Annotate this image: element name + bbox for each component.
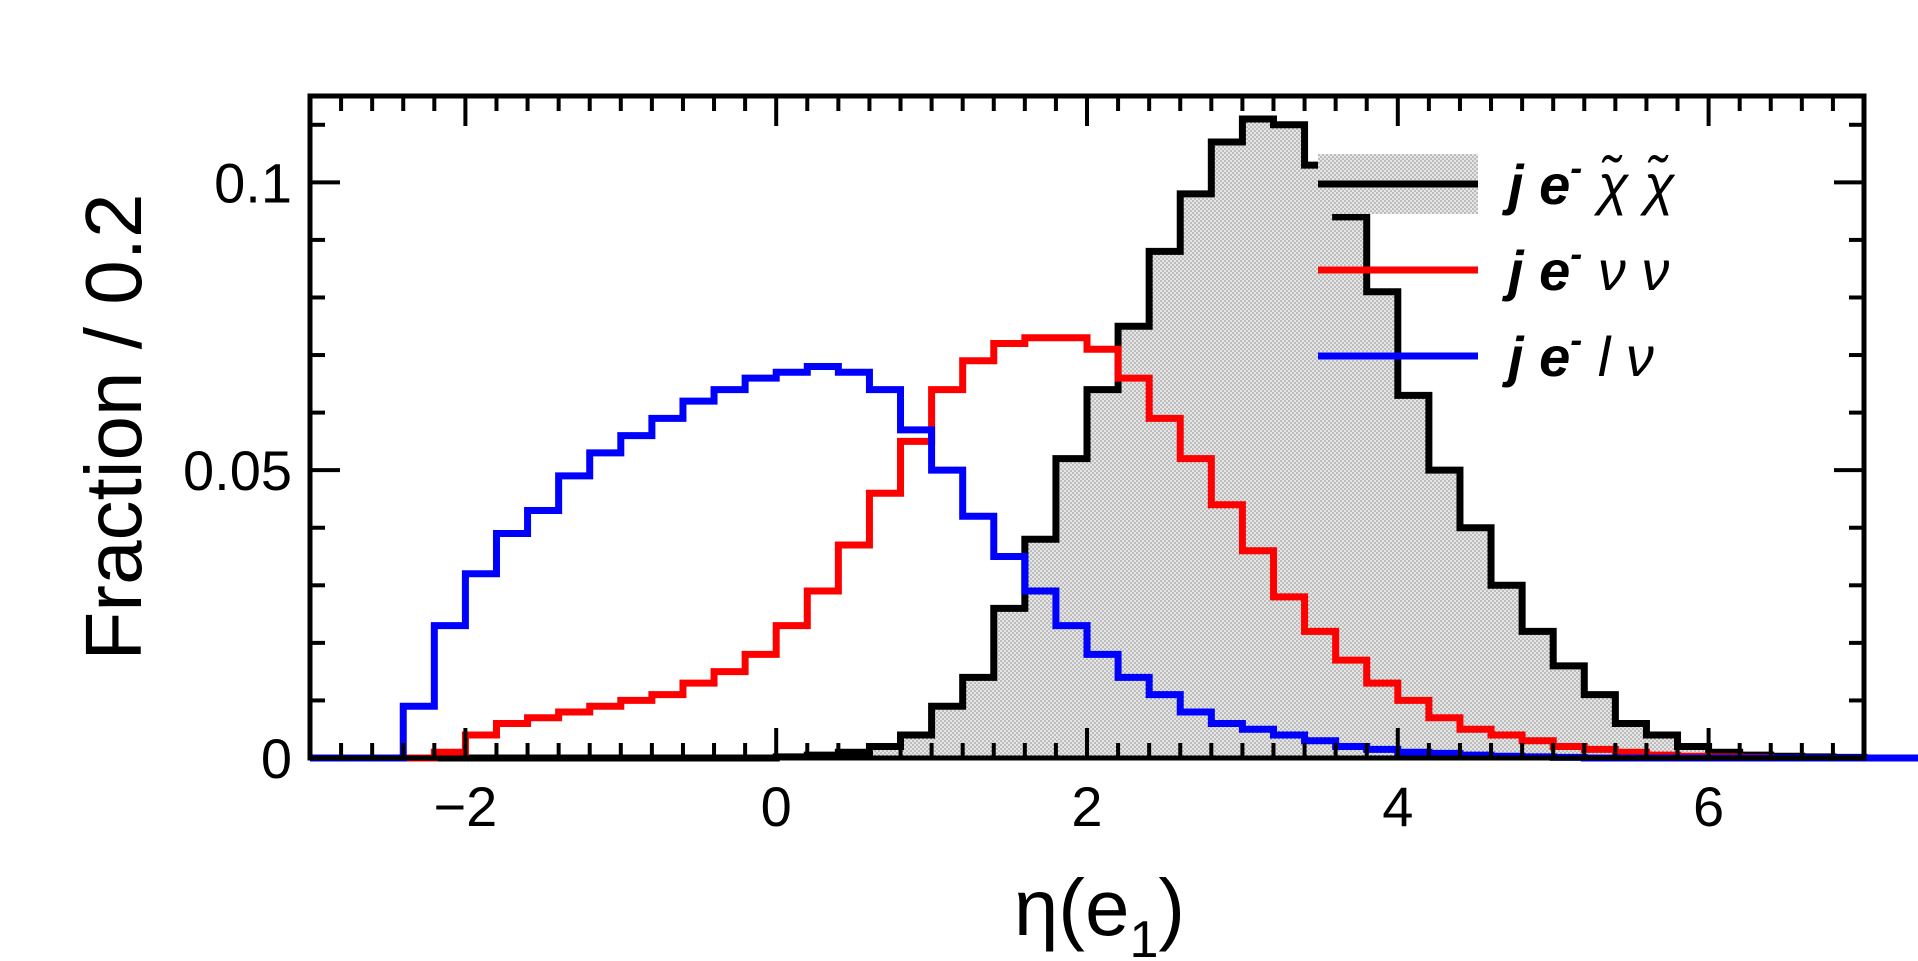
legend: j e- χ̃ χ̃ j e- ν ν j e- l ν bbox=[1318, 147, 1676, 388]
ticks-layer: −2 0 2 4 6 0 0.05 0.1 bbox=[183, 96, 1866, 838]
y-axis-title: Fraction / 0.2 bbox=[69, 194, 158, 661]
x-tick-label: −2 bbox=[433, 775, 497, 838]
x-tick-label: 6 bbox=[1693, 775, 1724, 838]
x-tick-label: 0 bbox=[761, 775, 792, 838]
series-line-2 bbox=[310, 363, 1918, 762]
y-tick-label: 0.05 bbox=[183, 439, 292, 502]
x-axis-title-close: ) bbox=[1158, 863, 1185, 952]
series-fill-0 bbox=[310, 119, 1918, 758]
series-layer bbox=[310, 115, 1918, 762]
x-axis-title-main: η(e bbox=[1014, 863, 1130, 952]
legend-label: j e- χ̃ χ̃ bbox=[1501, 147, 1676, 216]
x-tick-label: 2 bbox=[1071, 775, 1102, 838]
y-tick-label: 0.1 bbox=[214, 151, 292, 214]
x-axis-title: η(e1) bbox=[1014, 863, 1185, 961]
legend-label: j e- l ν bbox=[1501, 319, 1654, 388]
y-tick-label: 0 bbox=[261, 727, 292, 790]
x-axis-title-subscript: 1 bbox=[1129, 911, 1158, 961]
legend-label: j e- ν ν bbox=[1501, 233, 1669, 302]
x-tick-label: 4 bbox=[1382, 775, 1413, 838]
